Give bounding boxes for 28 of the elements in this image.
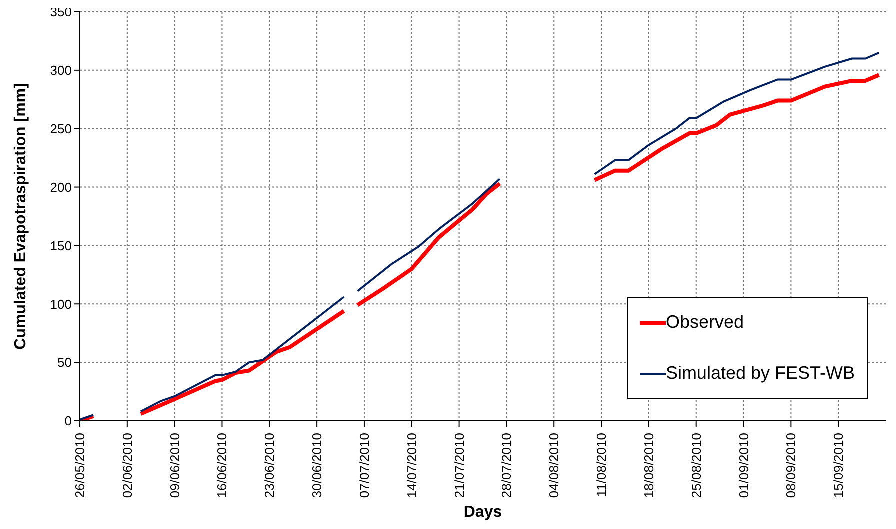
legend-label: Simulated by FEST-WB <box>666 363 855 384</box>
y-tick-label: 100 <box>50 296 72 312</box>
y-tick-label: 150 <box>50 238 72 254</box>
x-tick-label: 30/06/2010 <box>310 433 325 498</box>
x-tick-label: 28/07/2010 <box>499 433 514 498</box>
x-tick-label: 14/07/2010 <box>404 433 420 498</box>
x-tick-label: 18/08/2010 <box>641 433 656 498</box>
x-tick-label: 21/07/2010 <box>452 433 467 498</box>
legend-label: Observed <box>666 312 744 333</box>
y-axis-title: Cumulated Evapotraspiration [mm] <box>12 83 30 350</box>
x-axis-title: Days <box>464 504 502 521</box>
x-tick-label: 02/06/2010 <box>120 433 135 498</box>
y-tick-label: 300 <box>50 63 72 78</box>
x-tick-label: 26/05/2010 <box>72 433 88 498</box>
y-tick-label: 50 <box>58 355 72 370</box>
x-tick-label: 23/06/2010 <box>262 433 278 498</box>
y-tick-label: 200 <box>50 180 72 195</box>
x-tick-label: 01/09/2010 <box>736 433 752 498</box>
x-tick-label: 09/06/2010 <box>167 433 182 498</box>
x-tick-label: 11/08/2010 <box>594 433 610 498</box>
x-tick-label: 08/09/2010 <box>784 433 799 498</box>
x-tick-label: 15/09/2010 <box>831 433 846 498</box>
y-tick-label: 250 <box>50 121 72 136</box>
x-tick-label: 04/08/2010 <box>546 433 562 498</box>
x-tick-label: 07/07/2010 <box>356 433 372 498</box>
x-tick-label: 16/06/2010 <box>214 433 230 498</box>
y-tick-label: 0 <box>64 414 72 429</box>
x-tick-label: 25/08/2010 <box>688 433 704 498</box>
